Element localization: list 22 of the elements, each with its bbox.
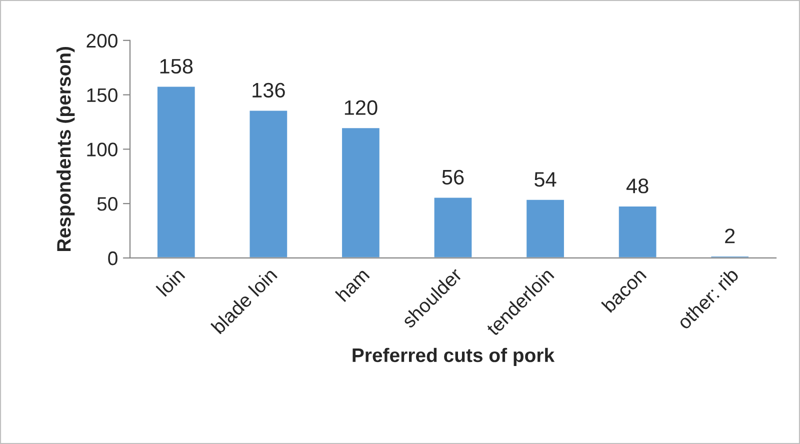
data-label: 158 [160, 58, 193, 74]
x-tick-label: loin [156, 267, 186, 297]
bar [525, 198, 566, 258]
bar [340, 126, 381, 258]
bar [156, 85, 196, 258]
x-axis-title: Preferred cuts of pork [352, 348, 555, 366]
bar [432, 196, 474, 258]
data-label: 2 [725, 228, 735, 244]
y-tick-label: 50 [97, 197, 118, 211]
data-label: 56 [442, 170, 464, 185]
y-tick-label: 100 [87, 142, 118, 156]
y-axis-title: Respondents (person) [56, 46, 75, 252]
data-label: 136 [252, 82, 285, 98]
bar [617, 205, 658, 258]
y-tick-label: 150 [87, 88, 118, 102]
x-tick-label: ham [334, 267, 370, 302]
data-label: 54 [534, 172, 556, 187]
bar [248, 109, 289, 258]
data-label: 48 [626, 178, 648, 194]
data-label: 120 [344, 100, 378, 115]
y-tick-label: 0 [108, 251, 118, 266]
y-tick-label: 200 [86, 34, 118, 48]
